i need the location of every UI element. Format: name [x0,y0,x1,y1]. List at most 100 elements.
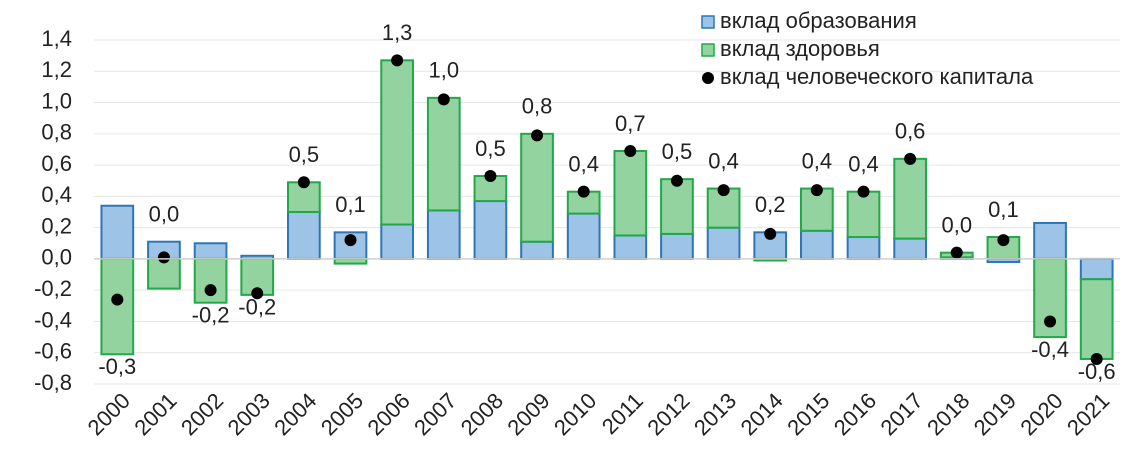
bar [520,240,554,260]
x-tick-label: 2008 [456,388,508,440]
dot [1090,352,1103,365]
data-label: 0,5 [662,139,693,164]
data-label: 0,2 [755,192,786,217]
dot [531,129,544,142]
data-label: -0,6 [1078,359,1116,384]
data-label: 0,8 [522,94,553,119]
dot [950,246,963,259]
bar [1033,221,1067,260]
data-label: 0,4 [802,148,833,173]
bar [426,96,461,212]
bar [893,157,927,240]
y-tick-label: 0,2 [41,213,72,238]
y-tick-label: -0,2 [34,276,72,301]
x-tick-label: 2000 [83,388,135,440]
dot [344,234,357,247]
dot [764,227,777,240]
data-label: 0,5 [475,136,506,161]
y-tick-label: 0,6 [41,151,72,176]
dot [111,293,124,306]
legend-label: вклад человеческого капитала [720,64,1034,89]
bar [100,204,135,260]
y-tick-label: 1,0 [41,88,72,113]
data-label: 0,7 [615,111,646,136]
y-tick-label: 1,4 [41,26,72,51]
bar [380,223,414,260]
bar [380,59,414,226]
legend-marker [702,72,714,84]
dot [391,54,404,67]
dot [717,184,730,197]
y-tick-label: -0,4 [34,307,72,332]
dot [484,170,497,183]
data-label: 0,4 [568,151,599,176]
x-tick-label: 2004 [269,388,321,440]
legend-marker [701,15,715,29]
x-tick-label: 2018 [922,388,974,440]
bar [566,212,601,260]
x-tick-label: 2007 [409,388,461,440]
x-tick-label: 2009 [502,388,554,440]
bar [706,226,741,260]
dot [1044,315,1057,328]
y-tick-label: 0,8 [41,120,72,145]
bar [426,209,461,260]
bar [147,257,181,290]
x-tick-label: 2012 [642,388,694,440]
bar [800,229,834,260]
y-tick-label: 1,2 [41,57,72,82]
bar [893,237,927,260]
bar [1033,257,1067,339]
data-label: 0,1 [988,197,1019,222]
x-tick-label: 2010 [549,388,601,440]
y-tick-label: 0,0 [41,245,72,270]
dot [857,185,870,198]
y-tick-label: -0,8 [34,370,72,395]
bar [846,190,881,239]
x-tick-label: 2016 [829,388,881,440]
legend-marker [701,43,715,57]
bar [660,178,694,235]
bar [846,236,881,260]
x-tick-label: 2011 [597,388,648,439]
dot [204,284,217,297]
bar [100,257,135,356]
bar [613,234,648,260]
x-tick-label: 2020 [1015,388,1067,440]
legend-label: вклад здоровья [720,36,880,61]
data-label: -0,3 [98,354,136,379]
x-tick-label: 2005 [316,388,368,440]
x-tick-label: 2017 [875,388,927,440]
bar [1079,257,1114,281]
data-label: -0,2 [192,303,230,328]
bar [473,200,508,260]
x-tick-label: 2019 [969,388,1021,440]
bar [287,211,321,260]
dot [577,185,590,198]
dot [810,184,823,197]
dot [624,145,637,158]
dot [904,152,917,165]
data-label: -0,2 [238,295,276,320]
x-tick-label: 2021 [1062,388,1114,440]
data-label: 1,3 [382,20,413,45]
y-tick-label: -0,6 [34,339,72,364]
dot [670,174,683,187]
data-label: 0,4 [848,151,879,176]
bar [613,150,648,237]
data-label: 0,5 [289,142,320,167]
legend-label: вклад образования [720,8,917,33]
x-tick-label: 2001 [129,388,181,440]
data-label: 1,0 [428,58,459,83]
bar [660,232,694,260]
x-tick-label: 2014 [736,388,788,440]
dot [997,234,1010,247]
bar [520,132,554,243]
data-label: 0,4 [708,148,739,173]
bar [193,242,228,260]
y-tick-label: 0,4 [41,182,72,207]
x-tick-label: 2002 [176,388,228,440]
data-label: 0,6 [895,119,926,144]
x-tick-label: 2006 [362,388,414,440]
